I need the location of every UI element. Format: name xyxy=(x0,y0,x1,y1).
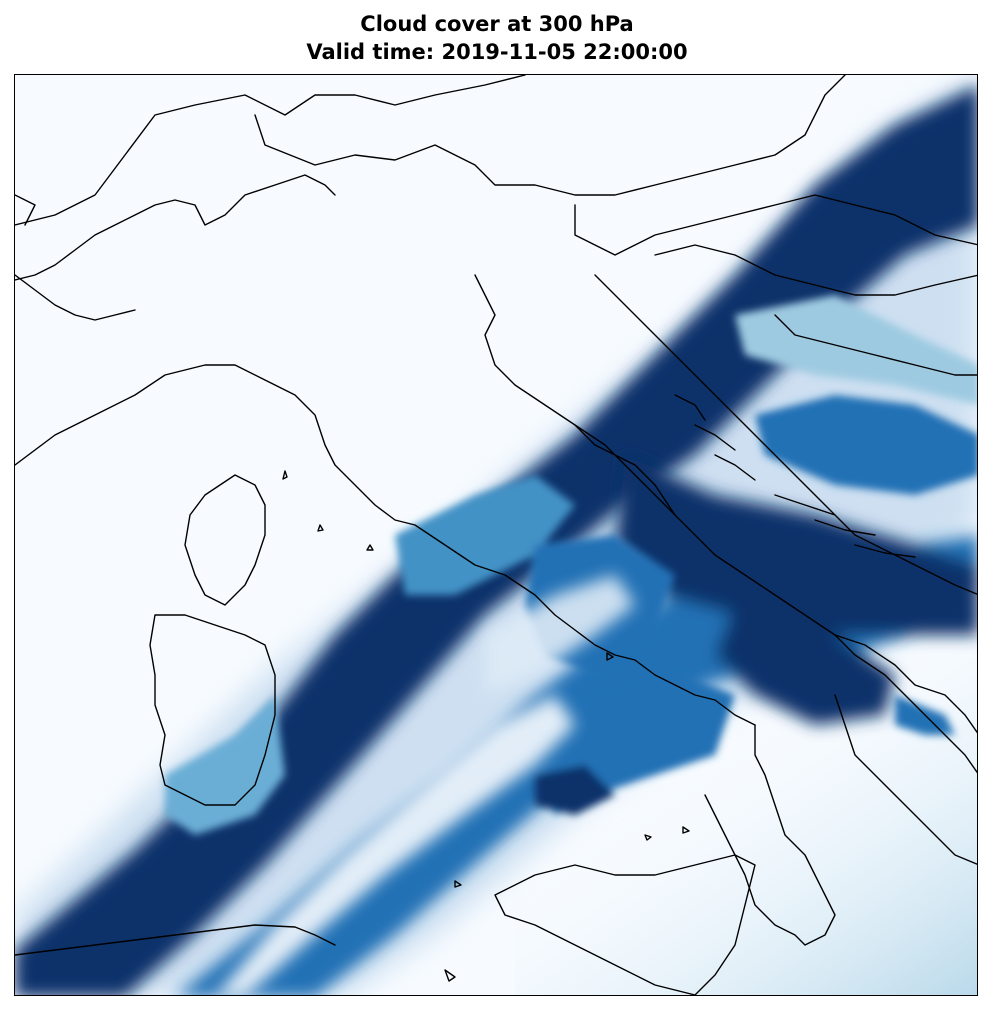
map-title: Cloud cover at 300 hPa xyxy=(360,12,634,36)
map-frame xyxy=(14,74,978,996)
coastlines xyxy=(15,75,977,995)
cloud-gap-light xyxy=(216,575,635,995)
map-canvas xyxy=(15,75,977,995)
map-subtitle-valid-time: Valid time: 2019-11-05 22:00:00 xyxy=(306,40,688,64)
